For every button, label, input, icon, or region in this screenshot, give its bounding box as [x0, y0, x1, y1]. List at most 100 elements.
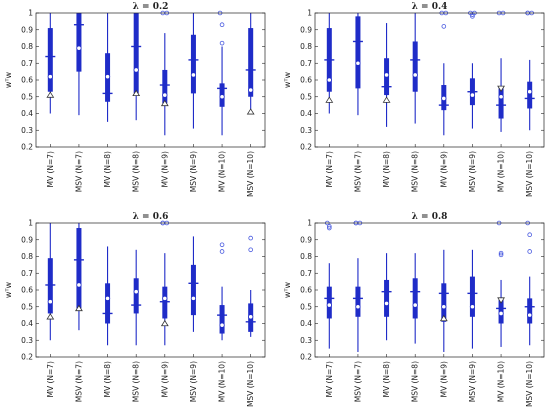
- x-tick-label: MV (N=7): [325, 151, 334, 188]
- y-tick-label: 0.4: [21, 319, 33, 328]
- mean-marker: [76, 282, 82, 288]
- y-tick-label: 0.5: [21, 302, 33, 311]
- x-tick-label: MV (N=9): [439, 151, 448, 188]
- box-3: [102, 246, 113, 346]
- iqr-box: [162, 286, 168, 319]
- y-tick-label: 0.7: [300, 59, 312, 68]
- outlier-point: [327, 224, 332, 229]
- mean-marker: [412, 302, 418, 308]
- iqr-box: [190, 264, 196, 316]
- box-4: [131, 13, 142, 121]
- iqr-box: [47, 28, 53, 92]
- y-tick-label: 0.5: [300, 302, 312, 311]
- outlier-point: [219, 22, 225, 28]
- mean-marker: [104, 295, 111, 301]
- x-tick-label: MV (N=10): [218, 361, 227, 402]
- y-tick-label: 0.8: [300, 252, 312, 261]
- mean-marker: [219, 94, 225, 100]
- triangle-marker: [160, 319, 169, 327]
- x-tick-label: MV (N=7): [325, 361, 334, 398]
- x-tick-label: MSV (N=10): [246, 361, 255, 407]
- box-4: [131, 249, 142, 346]
- y-tick-label: 0.5: [21, 92, 33, 101]
- mean-marker: [47, 74, 53, 80]
- outlier-point: [219, 242, 225, 248]
- x-tick-label: MSV (N=8): [411, 361, 420, 402]
- iqr-box: [355, 16, 361, 89]
- box-4: [410, 13, 421, 124]
- y-tick-label: 0.2: [21, 353, 33, 362]
- triangle-marker: [497, 85, 505, 93]
- iqr-box: [76, 13, 82, 72]
- x-tick-label: MV (N=7): [46, 361, 55, 398]
- box-6: [188, 13, 199, 129]
- y-tick-label: 0.8: [21, 252, 33, 261]
- box-8: [245, 235, 256, 337]
- mean-marker: [498, 94, 504, 100]
- outlier-point: [470, 14, 475, 19]
- y-tick-label: 0.4: [300, 109, 312, 118]
- box-4: [410, 253, 421, 344]
- iqr-box: [469, 276, 475, 317]
- iqr-box: [248, 28, 254, 97]
- x-tick-label: MV (N=8): [382, 151, 391, 188]
- mean-marker: [383, 72, 390, 78]
- mean-marker: [355, 304, 361, 310]
- iqr-box: [162, 69, 168, 104]
- box-6: [188, 236, 199, 332]
- box-5: [438, 249, 449, 352]
- triangle-marker: [46, 91, 55, 98]
- mean-marker: [104, 74, 111, 80]
- box-7: [496, 220, 507, 347]
- mean-marker: [248, 87, 254, 93]
- mean-marker: [326, 302, 332, 308]
- mean-marker: [383, 300, 390, 306]
- mean-marker: [527, 312, 533, 318]
- panel-title: λ = 0.4: [412, 2, 448, 12]
- y-tick-label: 0.4: [21, 109, 33, 118]
- outlier-point: [327, 225, 332, 231]
- y-tick-label: 1: [28, 9, 33, 18]
- mean-marker: [441, 304, 447, 310]
- x-tick-label: MV (N=8): [103, 151, 112, 188]
- box-2: [73, 223, 84, 331]
- x-tick-label: MSV (N=9): [468, 361, 477, 402]
- y-tick-label: 0.3: [21, 126, 33, 135]
- mean-marker: [76, 45, 82, 51]
- x-tick-label: MSV (N=10): [525, 361, 534, 407]
- x-tick-label: MSV (N=10): [525, 151, 534, 197]
- panel-1: λ = 0.2 wᵀw 0.2 0.3 0.4 0.5 0.6 0.7 0.8 0.9 1 MV (N…: [4, 2, 266, 197]
- y-tick-label: 0.7: [21, 59, 33, 68]
- y-tick-label: 0.6: [300, 76, 312, 85]
- box-5: [159, 10, 170, 136]
- box-7: [217, 10, 228, 136]
- mean-marker: [248, 314, 254, 320]
- box-6: [467, 249, 478, 349]
- plot-frame: [314, 12, 545, 148]
- y-tick-label: 0.2: [21, 143, 33, 152]
- mean-marker: [133, 289, 139, 295]
- triangle-marker: [46, 313, 55, 320]
- x-tick-label: MV (N=9): [160, 361, 169, 398]
- mean-marker: [498, 310, 504, 317]
- iqr-box: [190, 34, 196, 94]
- iqr-box: [133, 278, 139, 314]
- x-tick-label: MV (N=9): [160, 151, 169, 188]
- mean-marker: [527, 89, 533, 95]
- x-tick-label: MSV (N=8): [411, 151, 420, 192]
- box-6: [467, 10, 478, 129]
- iqr-box: [47, 258, 53, 314]
- iqr-box: [527, 81, 533, 109]
- mean-marker: [469, 92, 476, 98]
- x-tick-label: MV (N=10): [218, 151, 227, 192]
- y-tick-label: 0.7: [300, 269, 312, 278]
- triangle-marker: [160, 99, 169, 107]
- box-2: [352, 13, 363, 116]
- box-7: [217, 242, 228, 341]
- x-tick-label: MSV (N=9): [189, 361, 198, 402]
- iqr-box: [527, 298, 533, 324]
- y-tick-label: 0.8: [300, 42, 312, 51]
- y-tick-label: 0.6: [21, 76, 33, 85]
- x-tick-label: MSV (N=9): [189, 151, 198, 192]
- triangle-marker: [439, 314, 448, 322]
